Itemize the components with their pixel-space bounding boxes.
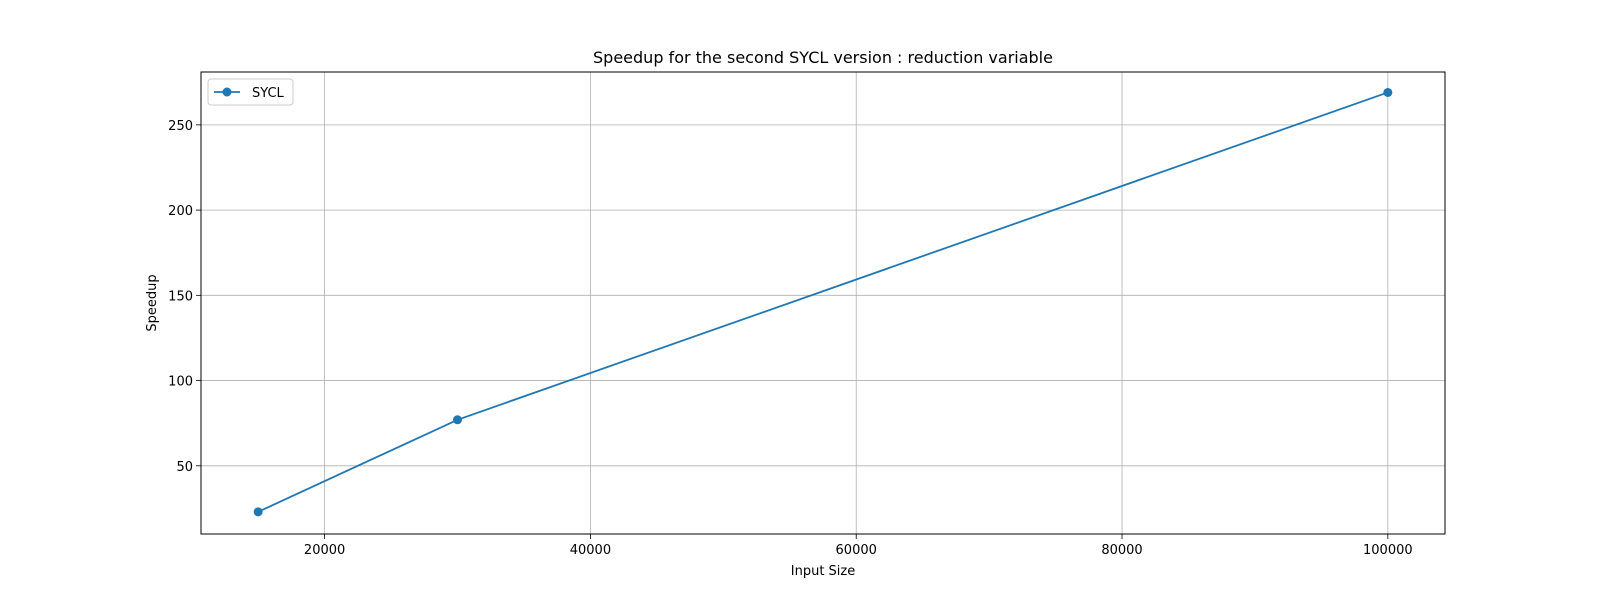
x-tick-label: 100000 bbox=[1363, 543, 1413, 558]
legend: SYCL bbox=[207, 78, 294, 106]
x-tick-label: 60000 bbox=[836, 543, 877, 558]
legend-label: SYCL bbox=[252, 86, 285, 101]
chart-title: Speedup for the second SYCL version : re… bbox=[593, 48, 1053, 67]
x-axis-label: Input Size bbox=[791, 564, 855, 579]
x-tick-label: 40000 bbox=[570, 543, 611, 558]
y-tick-label: 200 bbox=[168, 204, 193, 219]
legend-swatch-marker bbox=[222, 87, 232, 97]
plot-series bbox=[253, 87, 1393, 517]
grid-lines bbox=[201, 72, 1445, 534]
y-tick-label: 100 bbox=[168, 375, 193, 390]
data-point bbox=[453, 415, 463, 425]
x-axis-ticks: 20000 40000 60000 80000 100000 bbox=[304, 534, 1413, 558]
legend-box bbox=[207, 78, 294, 106]
x-tick-label: 20000 bbox=[304, 543, 345, 558]
y-axis-ticks: 50 100 150 200 250 bbox=[168, 119, 201, 475]
y-tick-label: 50 bbox=[176, 460, 193, 475]
data-point bbox=[253, 507, 263, 517]
x-tick-label: 80000 bbox=[1101, 543, 1142, 558]
plot-frame bbox=[200, 71, 1446, 535]
data-point bbox=[1383, 87, 1393, 97]
y-tick-label: 150 bbox=[168, 289, 193, 304]
y-tick-label: 250 bbox=[168, 119, 193, 134]
series-line bbox=[257, 91, 1389, 513]
y-axis-label: Speedup bbox=[145, 274, 160, 331]
